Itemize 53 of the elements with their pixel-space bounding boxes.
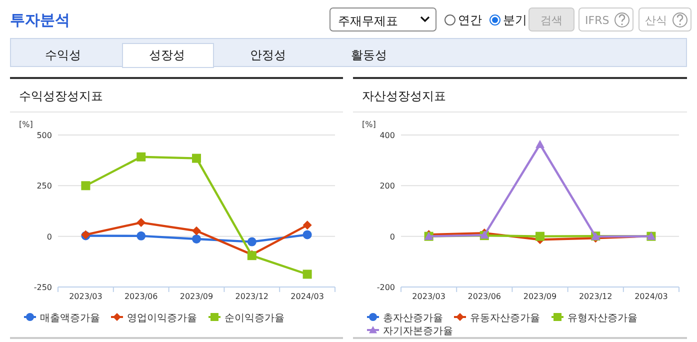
y-tick-label: 0 [46,232,52,242]
text: 성장성 [149,48,185,62]
y-axis-title: [%] [19,120,33,129]
y-tick-label: 400 [380,131,395,140]
legend-label: 총자산증가율 [383,313,443,324]
legend-label: 영업이익증가율 [127,313,197,324]
point [192,154,201,163]
text: 투자분석 [10,11,70,29]
x-tick-label: 2024/03 [634,292,668,301]
text: 활동성 [351,48,387,62]
y-tick-label: -200 [376,283,395,292]
point [81,181,90,190]
point [192,234,201,244]
x-tick-label: 2024/03 [290,292,324,301]
y-axis-title: [%] [362,120,376,129]
text: 주재무제표 [338,14,398,28]
x-tick-label: 2023/12 [578,292,612,301]
x-tick-label: 2023/03 [69,292,102,301]
x-tick-label: 2023/06 [468,292,502,301]
legend-label: 유동자산증가율 [470,313,540,324]
legend-label: 순이익증가율 [224,313,284,324]
text: 분기 [503,13,527,27]
point [302,230,312,240]
text: 연간 [458,13,482,27]
legend-label: 자기자본증가율 [383,326,453,337]
y-tick-label: -250 [34,283,52,292]
point [536,232,544,241]
point [247,237,256,246]
y-tick-label: 200 [380,182,395,191]
chart-title: 자산성장성지표 [362,89,446,103]
y-tick-label: 500 [36,131,52,140]
legend-label: 유형자산증가율 [568,313,638,324]
text: 산식 [645,14,667,27]
x-tick-label: 2023/06 [124,292,158,301]
point [302,220,312,230]
chart-title: 수익성장성지표 [19,89,103,103]
x-tick-label: 2023/09 [523,292,557,301]
point [192,226,201,236]
text: 안정성 [250,48,286,62]
y-tick-label: 250 [36,182,52,191]
point [136,152,146,162]
point [302,270,312,279]
y-tick-label: 0 [390,232,395,242]
x-tick-label: 2023/12 [235,292,269,301]
point [136,218,146,228]
x-tick-label: 2023/03 [412,292,446,301]
text: IFRS [585,14,610,27]
point [136,231,146,240]
text: 검색 [540,14,562,27]
text: 수익성 [45,48,81,62]
x-tick-label: 2023/09 [180,292,214,301]
point [536,140,544,148]
legend-label: 매출액증가율 [40,313,100,324]
